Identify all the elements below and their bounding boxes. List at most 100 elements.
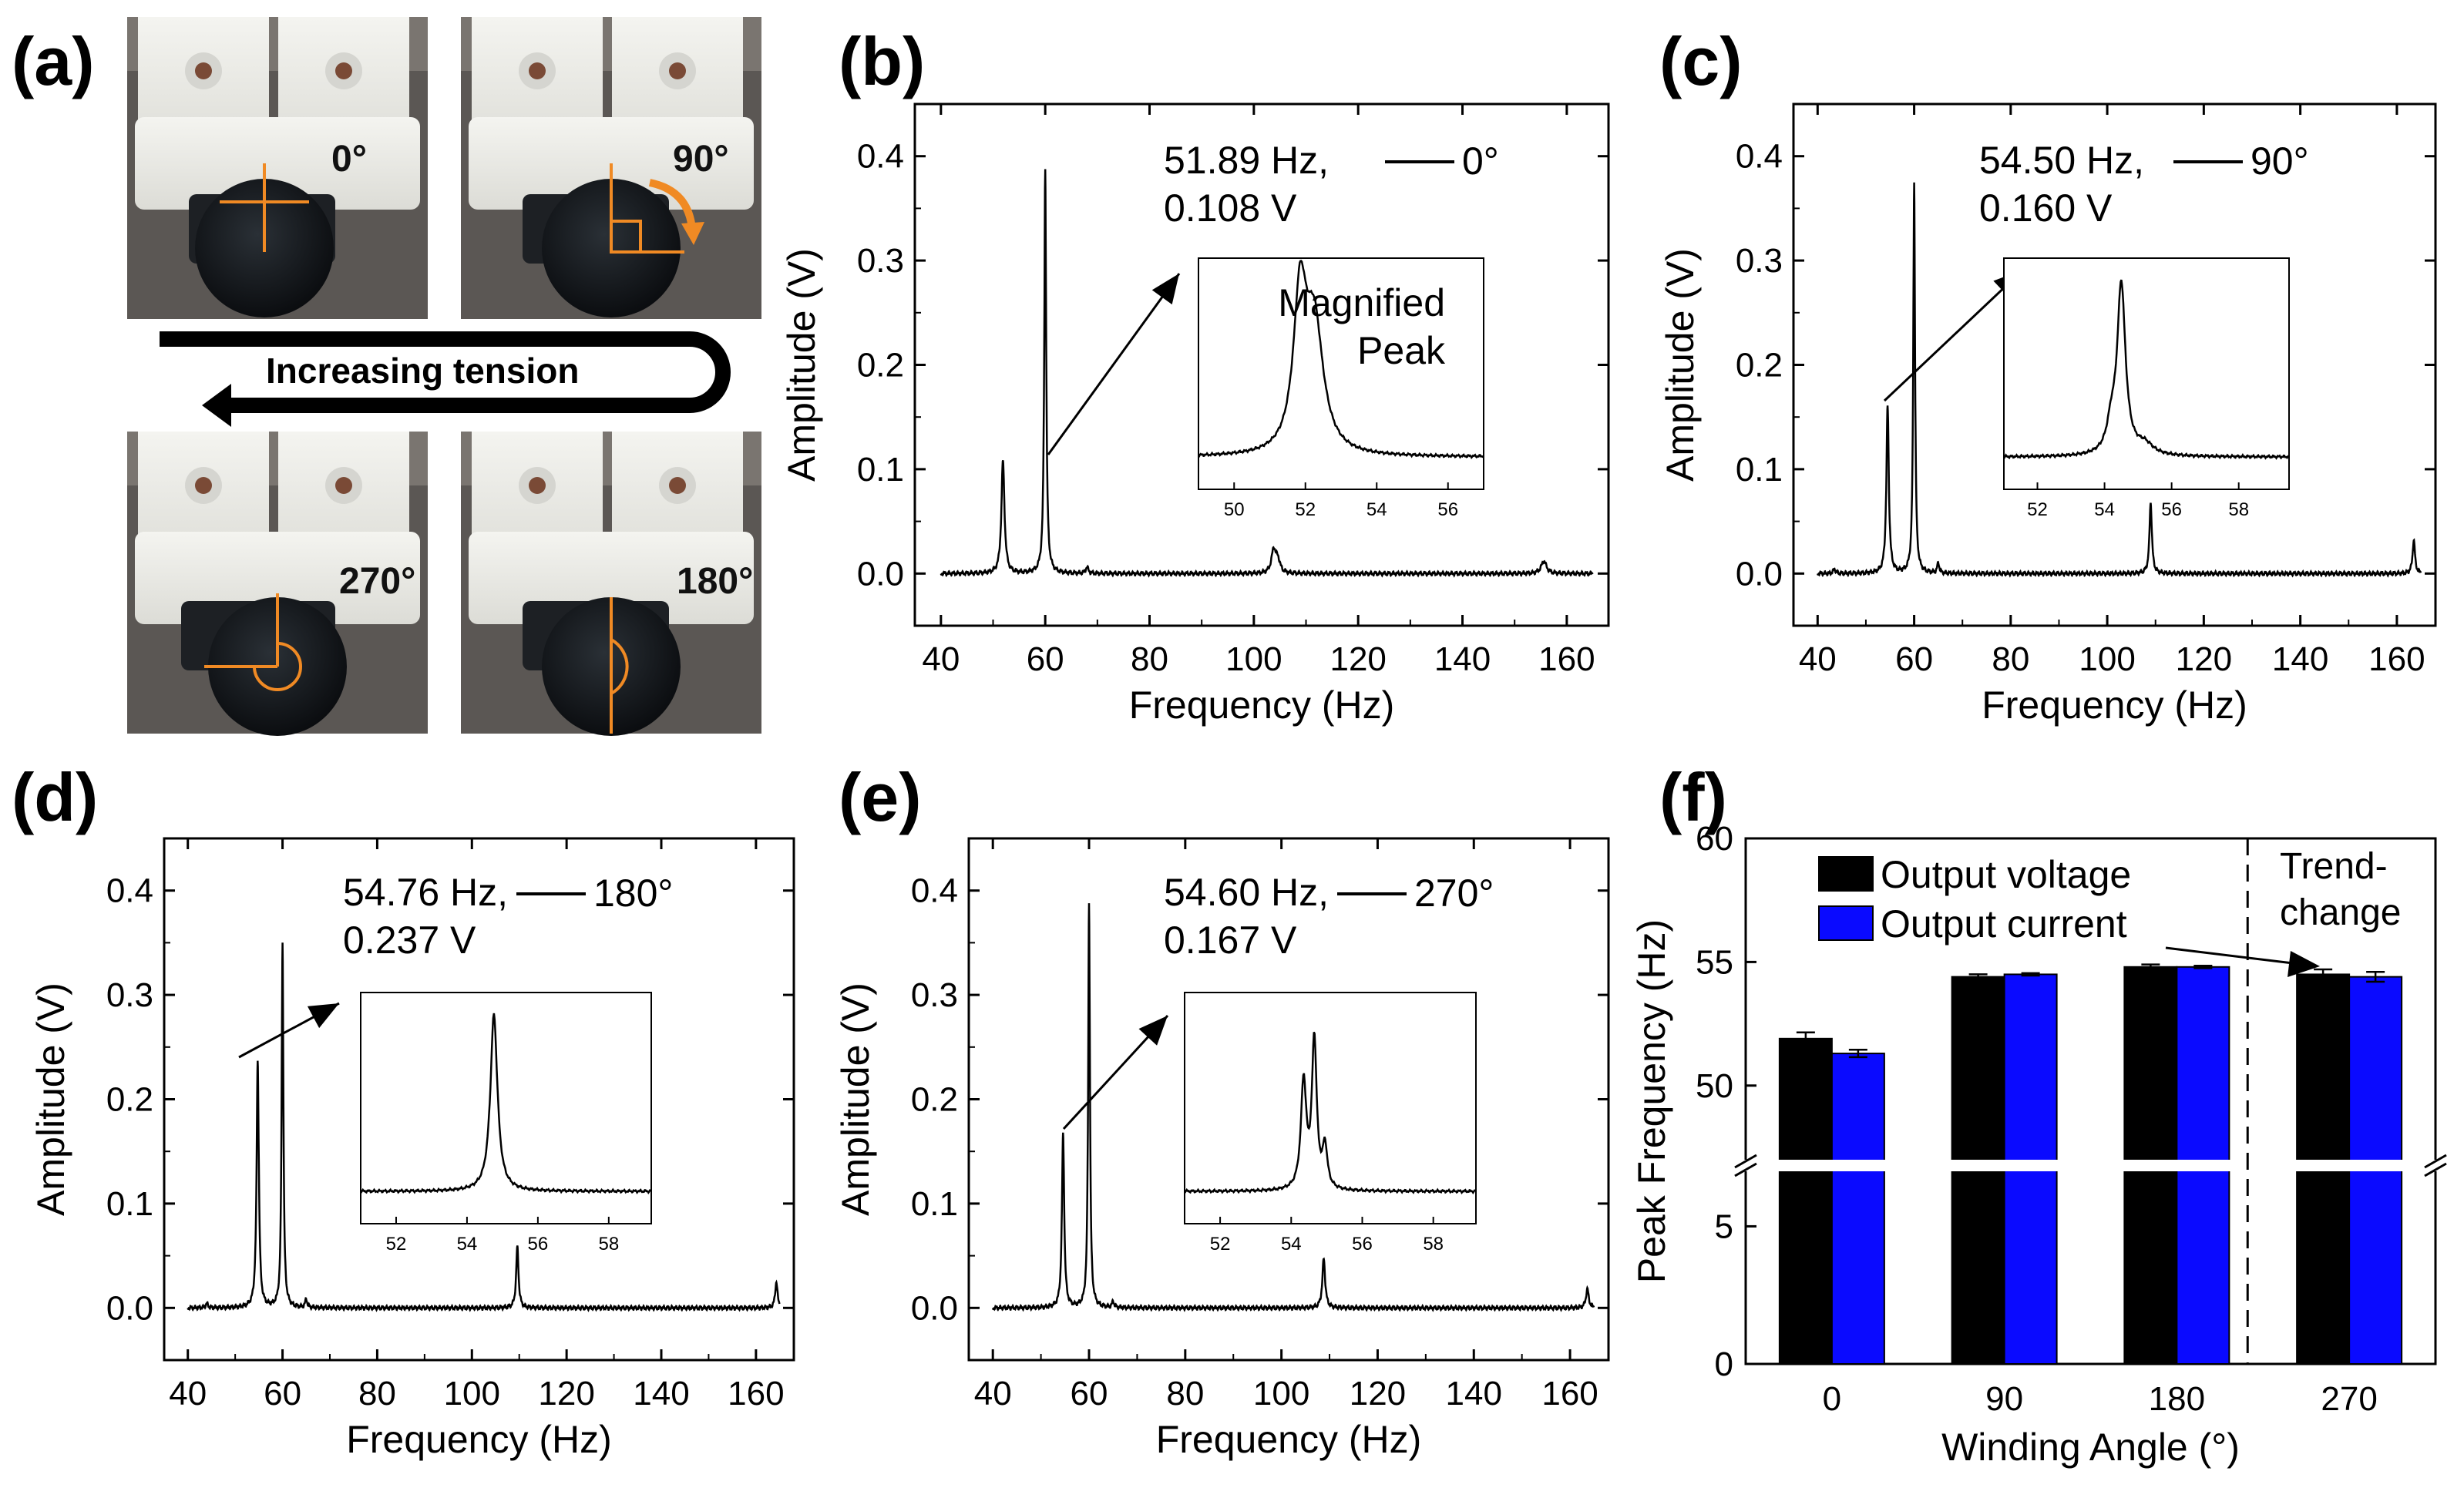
x-tick-label: 140 [1446,1375,1502,1412]
spectrum-line [991,903,1595,1312]
inset-spectrum-line [2003,279,2290,460]
panel-label-b: (b) [839,23,925,99]
plot-frame [1744,837,2437,1365]
x-tick-label: 0 [1823,1380,1841,1418]
x-tick-label: 80 [1992,640,2029,678]
inset-frame [2003,257,2290,490]
inset-title-line-2: Peak [1357,329,1446,372]
x-tick-label: 60 [1027,640,1064,678]
y-tick-label: 0.4 [911,872,958,910]
x-tick-label: 60 [264,1375,301,1412]
spectrum-chart-90deg: 40 60 80 100 120 140 160 0.0 0.1 0.2 0.3 0.4 Frequen… [1659,102,2437,727]
y-tick-label: 0.3 [857,242,904,280]
legend-label: 0° [1462,139,1499,183]
spectrum-chart-0deg: 40 60 80 100 120 140 160 0.0 0.1 0.2 0.3 0.4 Frequen… [780,102,1610,727]
panel-label-d: (d) [12,759,98,835]
photo-90-degrees: 90° [461,17,761,319]
spectrum-chart-180deg: 40 60 80 100 120 140 160 0.0 0.1 0.2 0.3 0.4 Frequen… [29,837,795,1461]
y-tick-label: 0.4 [1736,138,1783,176]
inset-x-tick-label: 52 [2027,499,2048,520]
y-tick-label: 0.2 [106,1081,153,1119]
y-tick-label: 0.3 [911,976,958,1014]
peak-annotation-amplitude: 0.167 V [1164,919,1297,962]
legend-swatch [1818,856,1874,892]
inset-x-tick-label: 52 [1210,1234,1231,1255]
legend-label: 180° [593,872,673,915]
panel-label-e: (e) [839,759,922,835]
photo-180-degrees: 180° [461,432,761,736]
inset-x-tick-label: 56 [2161,499,2182,520]
inset-x-tick-label: 52 [386,1234,407,1255]
x-tick-label: 100 [1225,640,1282,678]
y-tick-label: 0.2 [1736,347,1783,385]
peak-annotation-frequency: 51.89 Hz, [1164,139,1329,182]
peak-annotation-amplitude: 0.160 V [1979,186,2113,230]
peak-annotation-frequency: 54.50 Hz, [1979,139,2144,182]
y-tick-label: 60 [1696,820,1733,858]
annotation-arrowhead [307,1003,339,1029]
axis-break-mark [1734,1154,1757,1169]
x-tick-label: 140 [1434,640,1491,678]
panel-label-f: (f) [1659,759,1727,835]
x-tick-label: 100 [2079,640,2135,678]
spectrum-line [940,169,1594,578]
x-axis-label: Frequency (Hz) [346,1418,612,1461]
inset-x-tick-label: 54 [2094,499,2115,520]
annotation-arrow [1047,273,1181,455]
photo-270-degrees: 270° [127,432,428,736]
axis-break-mark [1734,1162,1757,1177]
inset-x-tick-label: 54 [1366,499,1387,520]
trend-change-arrow [2165,946,2294,965]
panel-label-a: (a) [12,23,95,99]
y-tick-label: 0.0 [106,1289,153,1327]
spectrum-chart-270deg: 40 60 80 100 120 140 160 0.0 0.1 0.2 0.3 0.4 Frequen… [834,837,1610,1461]
y-axis-label: Amplitude (V) [780,248,823,482]
x-axis-label: Frequency (Hz) [1982,684,2247,727]
x-tick-label: 90 [1985,1380,2023,1418]
x-tick-label: 160 [2368,640,2425,678]
x-tick-label: 140 [2272,640,2328,678]
axis-break-gap [1723,1160,2459,1171]
y-axis-label: Peak Frequency (Hz) [1630,919,1673,1283]
peak-annotation-amplitude: 0.108 V [1164,186,1297,230]
peak-frequency-bar-chart: 0 90 180 270 0 5 50 55 60 Winding Angle (°) Peak F… [1630,820,2459,1469]
spectrum-line [187,942,781,1312]
x-tick-label: 40 [169,1375,207,1412]
y-axis-label: Amplitude (V) [1659,248,1702,482]
y-tick-label: 0.0 [1736,555,1783,593]
inset-spectrum-line [1198,260,1484,459]
x-tick-label: 160 [1538,640,1595,678]
x-tick-label: 80 [1131,640,1168,678]
x-tick-label: 180 [2149,1380,2205,1418]
x-tick-label: 160 [1541,1375,1598,1412]
x-axis-label: Frequency (Hz) [1129,684,1395,727]
legend-label: Output current [1881,902,2127,946]
x-tick-label: 100 [1253,1375,1309,1412]
x-tick-label: 80 [1166,1375,1204,1412]
y-tick-label: 0.4 [857,138,904,176]
photo-angle-label: 270° [339,561,415,602]
inset-title-line-1: Magnified [1278,281,1445,324]
photo-panel: 0° 90° [127,17,761,736]
x-tick-label: 120 [1350,1375,1406,1412]
x-tick-label: 40 [1799,640,1837,678]
y-tick-label: 0.2 [857,347,904,385]
bar-output-current [1830,1053,1885,1365]
photo-angle-label: 0° [331,139,367,180]
annotation-arrow [1883,268,2025,402]
inset-spectrum-line [1184,1031,1476,1195]
x-tick-label: 40 [922,640,960,678]
peak-annotation-frequency: 54.76 Hz, [343,871,508,914]
axis-break-mark [2424,1162,2447,1177]
legend-label: Output voltage [1881,853,2131,896]
y-tick-label: 0.4 [106,872,153,910]
photo-angle-label: 180° [677,561,753,602]
inset-x-tick-label: 58 [598,1234,619,1255]
y-tick-label: 0.2 [911,1081,958,1119]
inset-spectrum-line [360,1013,651,1195]
inset-x-tick-label: 56 [1352,1234,1373,1255]
y-tick-label: 0.0 [857,555,904,593]
y-tick-label: 0.1 [1736,451,1783,489]
y-tick-label: 0.1 [857,451,904,489]
